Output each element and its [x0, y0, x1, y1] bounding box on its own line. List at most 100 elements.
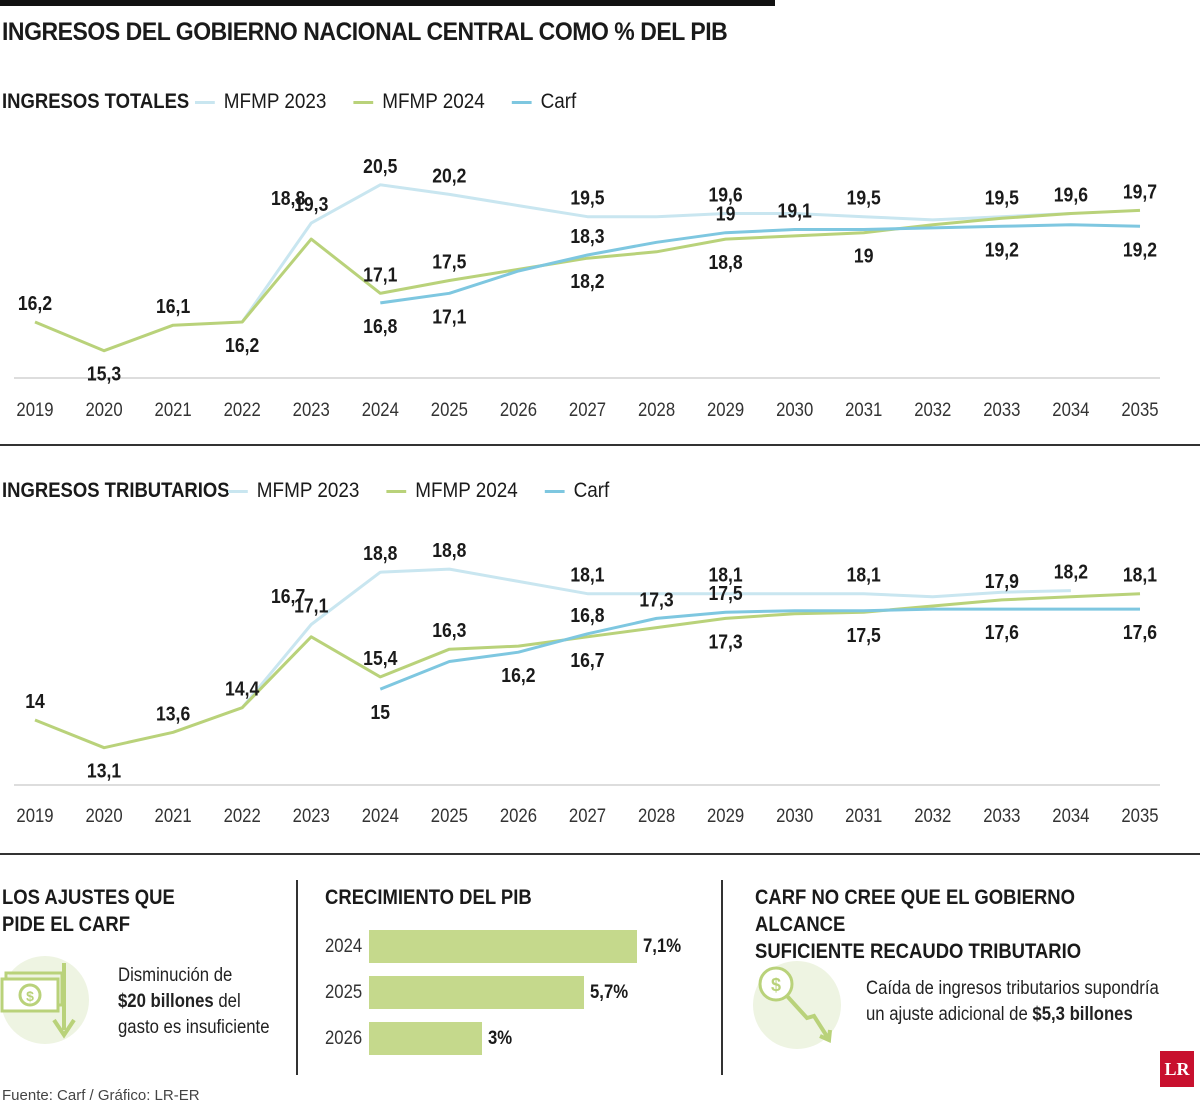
x-tick-label: 2024 — [362, 805, 399, 826]
data-label: 15 — [371, 701, 391, 723]
bar-category-label: 2025 — [325, 981, 363, 1003]
x-tick-label: 2019 — [16, 805, 53, 826]
series-line-mfmp2024 — [34, 208, 1141, 353]
data-label: 18,8 — [363, 542, 397, 564]
data-label: 20,2 — [432, 164, 466, 186]
x-tick-label: 2034 — [1052, 805, 1089, 826]
data-label: 16,7 — [570, 649, 604, 671]
ajustes-title-line: PIDE EL CARF — [2, 913, 131, 936]
data-label: 17,1 — [294, 594, 328, 616]
data-label: 17,3 — [639, 588, 673, 610]
data-label: 14 — [25, 690, 45, 712]
data-label: 18,8 — [708, 251, 742, 273]
data-label: 19,6 — [1054, 183, 1088, 205]
data-label: 19,2 — [1123, 238, 1157, 260]
ajustes-title-line: LOS AJUSTES QUE — [2, 886, 175, 909]
data-label: 20,5 — [363, 155, 397, 177]
data-label: 19,2 — [985, 238, 1019, 260]
data-label: 13,6 — [156, 702, 190, 724]
ajustes-text: Disminución de $20 billones del gasto es… — [118, 963, 270, 1041]
data-label: 19 — [716, 203, 736, 225]
legend-item-mfmp2023: MFMP 2023 — [195, 90, 326, 114]
data-label: 15,4 — [363, 647, 398, 669]
bar — [369, 976, 585, 1009]
data-label: 18,1 — [708, 564, 742, 586]
series-line-mfmp2023 — [241, 567, 1071, 709]
data-label: 17,9 — [985, 570, 1019, 592]
data-label: 19 — [854, 245, 874, 267]
x-tick-label: 2035 — [1121, 399, 1158, 420]
legend-label: Carf — [540, 90, 577, 113]
data-label: 18,2 — [1054, 561, 1088, 583]
bar-category-label: 2026 — [325, 1027, 363, 1049]
x-tick-label: 2029 — [707, 399, 744, 420]
x-tick-label: 2025 — [431, 805, 468, 826]
x-tick-label: 2022 — [224, 399, 261, 420]
x-tick-label: 2023 — [293, 399, 330, 420]
x-tick-label: 2033 — [983, 399, 1020, 420]
bar — [369, 930, 637, 963]
data-label: 17,6 — [985, 621, 1019, 643]
ajustes-amount: $20 billones — [118, 991, 214, 1012]
data-label: 19,5 — [570, 187, 604, 209]
dollar-magnifier-down-icon: $ — [753, 961, 841, 1049]
data-label: 14,4 — [225, 678, 260, 700]
x-tick-label: 2032 — [914, 805, 951, 826]
series-line-mfmp2023 — [240, 183, 1071, 323]
recaudo-text: Caída de ingresos tributarios supondría … — [866, 976, 1159, 1028]
x-tick-label: 2026 — [500, 399, 537, 420]
legend-item-mfmp2024: MFMP 2024 — [386, 479, 518, 503]
divider — [0, 853, 1200, 855]
ajustes-title: LOS AJUSTES QUE PIDE EL CARF — [2, 884, 175, 938]
data-label: 18,1 — [570, 564, 604, 586]
pib-title: CRECIMIENTO DEL PIB — [325, 886, 532, 909]
chart-title-tributarios: INGRESOS TRIBUTARIOS — [2, 479, 230, 502]
data-label: 18,8 — [432, 539, 466, 561]
x-tick-label: 2030 — [776, 805, 813, 826]
data-label: 15,3 — [87, 363, 121, 385]
x-tick-label: 2032 — [914, 399, 951, 420]
legend-label: MFMP 2024 — [382, 90, 485, 113]
lr-logo: LR — [1160, 1051, 1194, 1087]
data-label: 19,3 — [294, 193, 328, 215]
x-tick-label: 2028 — [638, 399, 675, 420]
legend-tributarios: MFMP 2023 MFMP 2024 Carf — [228, 479, 609, 503]
legend-item-mfmp2024: MFMP 2024 — [353, 90, 485, 114]
x-tick-label: 2022 — [224, 805, 261, 826]
ajustes-text-line: gasto es insuficiente — [118, 1017, 270, 1038]
data-label: 16,7 — [271, 585, 305, 607]
money-down-arrow-icon: $ — [0, 956, 89, 1044]
svg-text:$: $ — [771, 975, 781, 995]
data-label: 19,7 — [1123, 180, 1157, 202]
series-line-carf — [380, 223, 1141, 305]
x-tick-label: 2020 — [85, 399, 122, 420]
legend-item-carf: Carf — [544, 479, 610, 503]
data-label: 18,2 — [570, 270, 604, 292]
divider — [296, 880, 298, 1075]
data-label: 18,1 — [1123, 564, 1157, 586]
data-label: 18,3 — [570, 225, 604, 247]
bar-value-label: 5,7% — [590, 981, 629, 1003]
legend-label: MFMP 2024 — [415, 479, 518, 502]
x-tick-label: 2031 — [845, 399, 882, 420]
legend-label: MFMP 2023 — [256, 479, 360, 502]
ajustes-text-line: Disminución de — [118, 965, 233, 986]
data-label: 16,8 — [363, 315, 397, 337]
data-label: 17,3 — [708, 630, 742, 652]
x-tick-label: 2035 — [1121, 805, 1158, 826]
legend-totales: MFMP 2023 MFMP 2024 Carf — [195, 90, 576, 114]
data-label: 16,2 — [501, 664, 535, 686]
x-tick-label: 2029 — [707, 805, 744, 826]
bar-row: 2024 7,1% — [325, 930, 686, 963]
ajustes-text-line: del — [213, 991, 241, 1012]
chart-ingresos-totales: 2019 2020 2021 2022 2023 2024 2025 2026 2027 2028… — [14, 155, 1160, 420]
svg-text:$: $ — [26, 988, 34, 1004]
data-label: 16,2 — [225, 334, 259, 356]
legend-label: Carf — [573, 479, 610, 502]
x-tick-label: 2034 — [1052, 399, 1089, 420]
legend-item-mfmp2023: MFMP 2023 — [228, 479, 359, 503]
source-note: Fuente: Carf / Gráfico: LR-ER — [2, 1087, 200, 1104]
data-label: 17,5 — [847, 624, 881, 646]
data-label: 17,1 — [432, 305, 466, 327]
